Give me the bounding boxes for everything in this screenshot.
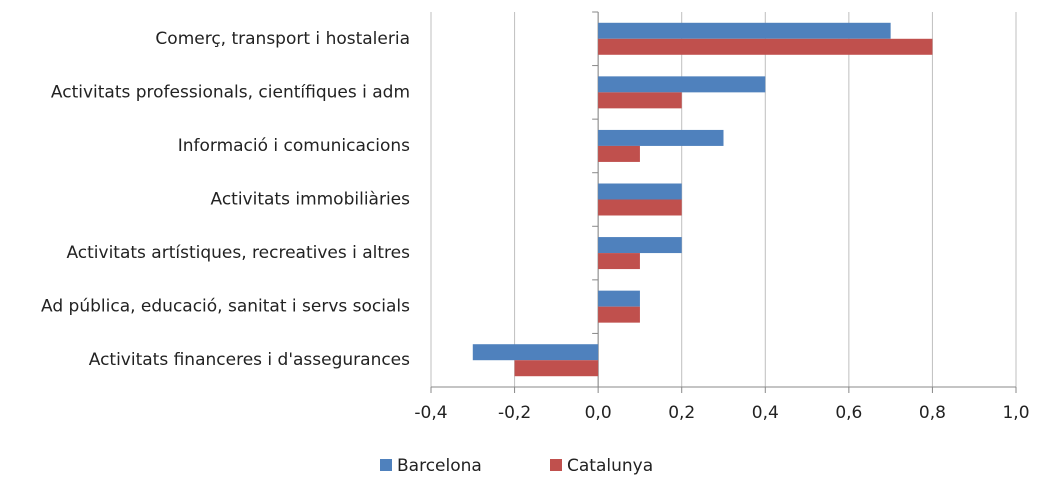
- bar: [598, 76, 766, 93]
- y-tick-label: Informació i comunicacions: [178, 136, 410, 156]
- x-tick-label: 0,4: [752, 403, 779, 423]
- x-tick-label: 0,0: [585, 403, 612, 423]
- y-tick-label: Activitats professionals, científiques i…: [51, 82, 410, 102]
- y-tick-label: Ad pública, educació, sanitat i servs so…: [41, 297, 410, 317]
- y-tick-label: Comerç, transport i hostaleria: [155, 29, 410, 49]
- bar: [598, 22, 891, 39]
- legend-swatch: [550, 459, 562, 471]
- bar: [598, 306, 640, 323]
- legend-swatch: [380, 459, 392, 471]
- bar: [514, 360, 599, 377]
- bar: [598, 92, 682, 109]
- x-tick-label: 0,2: [668, 403, 695, 423]
- x-tick-label: 1,0: [1002, 403, 1029, 423]
- bar: [598, 199, 682, 216]
- y-tick-label: Activitats immobiliàries: [210, 190, 410, 210]
- bar: [472, 344, 599, 361]
- legend-label: Catalunya: [567, 456, 653, 476]
- bar: [598, 290, 640, 307]
- bar: [598, 38, 933, 55]
- x-tick-label: -0,2: [498, 403, 531, 423]
- bar: [598, 129, 724, 146]
- y-tick-label: Activitats artístiques, recreatives i al…: [66, 243, 410, 263]
- bar: [598, 237, 682, 254]
- x-tick-label: 0,8: [919, 403, 946, 423]
- y-tick-label: Activitats financeres i d'assegurances: [89, 350, 410, 370]
- x-tick-label: -0,4: [414, 403, 447, 423]
- bar: [598, 145, 640, 162]
- legend-label: Barcelona: [397, 456, 482, 476]
- x-tick-label: 0,6: [835, 403, 862, 423]
- bar: [598, 253, 640, 270]
- bar: [598, 183, 682, 200]
